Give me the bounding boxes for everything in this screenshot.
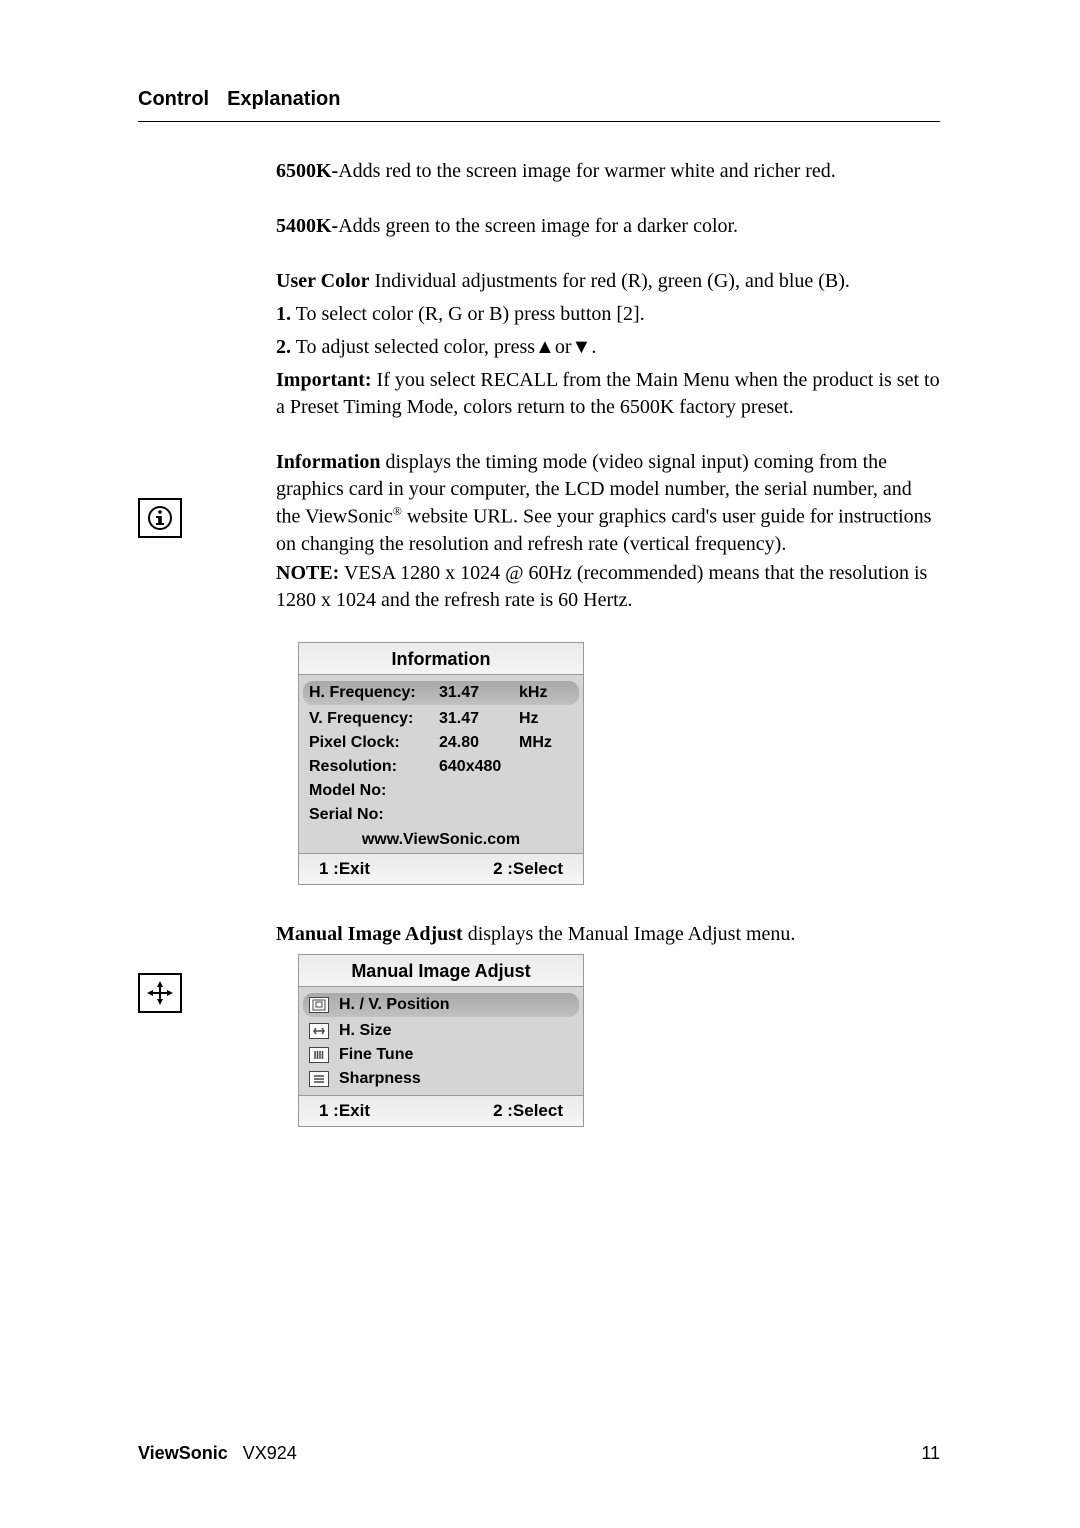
6500k-label: 6500K- xyxy=(276,160,338,182)
reg-mark: ® xyxy=(393,504,402,518)
6500k-para: 6500K-Adds red to the screen image for w… xyxy=(276,158,940,185)
info-label: Serial No: xyxy=(309,806,439,824)
manual-label: Manual Image Adjust xyxy=(276,923,463,945)
info-footer-exit: 1 :Exit xyxy=(319,859,441,879)
info-icon xyxy=(138,498,182,538)
info-osd-footer: 1 :Exit 2 :Select xyxy=(298,854,584,885)
info-row-model: Model No: xyxy=(309,779,573,803)
manual-para: Manual Image Adjust displays the Manual … xyxy=(276,921,940,948)
info-url: www.ViewSonic.com xyxy=(309,827,573,849)
usercolor-line: User Color Individual adjustments for re… xyxy=(276,268,940,295)
info-row-serial: Serial No: xyxy=(309,803,573,827)
manual-row-hvpos: H. / V. Position xyxy=(303,993,579,1017)
step1-num: 1. xyxy=(276,303,291,325)
info-label: H. Frequency: xyxy=(309,684,439,702)
manual-row-hsize: H. Size xyxy=(309,1019,573,1043)
manual-item-label: Fine Tune xyxy=(339,1046,413,1064)
header-divider xyxy=(138,121,940,122)
page-footer: ViewSonic VX924 11 xyxy=(138,1443,940,1464)
note-label: NOTE: xyxy=(276,562,339,584)
step2b: or xyxy=(555,336,572,358)
info-label: V. Frequency: xyxy=(309,710,439,728)
information-note: NOTE: VESA 1280 x 1024 @ 60Hz (recommend… xyxy=(276,560,940,614)
note-text: VESA 1280 x 1024 @ 60Hz (recommended) me… xyxy=(276,562,927,611)
step1-text: To select color (R, G or B) press button… xyxy=(291,303,645,325)
manual-osd-footer: 1 :Exit 2 :Select xyxy=(298,1096,584,1127)
information-icon-box xyxy=(138,498,182,538)
manual-osd-body: H. / V. Position H. Size Fine Tune Sharp… xyxy=(298,987,584,1096)
footer-left: ViewSonic VX924 xyxy=(138,1443,297,1464)
manual-row-finetune: Fine Tune xyxy=(309,1043,573,1067)
usercolor-text: Individual adjustments for red (R), gree… xyxy=(370,270,850,292)
manual-icon-box xyxy=(138,973,182,1013)
info-row-hfreq: H. Frequency: 31.47 kHz xyxy=(303,681,579,705)
5400k-label: 5400K- xyxy=(276,215,338,237)
manual-item-label: H. / V. Position xyxy=(339,996,450,1014)
info-val: 31.47 xyxy=(439,710,519,728)
important-para: Important: If you select RECALL from the… xyxy=(276,367,940,421)
info-label: Resolution: xyxy=(309,758,439,776)
manual-item-label: Sharpness xyxy=(339,1070,421,1088)
important-text: If you select RECALL from the Main Menu … xyxy=(276,369,940,418)
info-label: Model No: xyxy=(309,782,439,800)
manual-row-sharpness: Sharpness xyxy=(309,1067,573,1091)
step2a: To adjust selected color, press xyxy=(291,336,535,358)
down-icon: ▼ xyxy=(572,336,592,358)
hsize-icon xyxy=(309,1023,329,1039)
manual-adjust-icon xyxy=(138,973,182,1013)
col-explanation: Explanation xyxy=(227,88,340,111)
info-unit: kHz xyxy=(519,684,559,702)
information-para: Information displays the timing mode (vi… xyxy=(276,449,940,558)
6500k-text: Adds red to the screen image for warmer … xyxy=(338,160,836,182)
info-unit: Hz xyxy=(519,710,559,728)
manual-text: displays the Manual Image Adjust menu. xyxy=(463,923,796,945)
info-row-pixelclock: Pixel Clock: 24.80 MHz xyxy=(309,731,573,755)
info-val: 24.80 xyxy=(439,734,519,752)
usercolor-step2: 2. To adjust selected color, press▲or▼. xyxy=(276,334,940,361)
manual-item-label: H. Size xyxy=(339,1022,391,1040)
info-val: 31.47 xyxy=(439,684,519,702)
5400k-text: Adds green to the screen image for a dar… xyxy=(338,215,738,237)
footer-page: 11 xyxy=(921,1443,940,1464)
information-osd-panel: Information H. Frequency: 31.47 kHz V. F… xyxy=(298,642,584,885)
manual-osd-panel: Manual Image Adjust H. / V. Position H. … xyxy=(298,954,584,1127)
sharpness-icon xyxy=(309,1071,329,1087)
manual-footer-select: 2 :Select xyxy=(441,1101,563,1121)
manual-osd-title: Manual Image Adjust xyxy=(298,954,584,987)
info-label: Pixel Clock: xyxy=(309,734,439,752)
info-osd-body: H. Frequency: 31.47 kHz V. Frequency: 31… xyxy=(298,675,584,854)
hvpos-icon xyxy=(309,997,329,1013)
usercolor-step1: 1. To select color (R, G or B) press but… xyxy=(276,301,940,328)
info-row-resolution: Resolution: 640x480 xyxy=(309,755,573,779)
5400k-para: 5400K-Adds green to the screen image for… xyxy=(276,213,940,240)
info-unit: MHz xyxy=(519,734,559,752)
footer-brand: ViewSonic xyxy=(138,1443,228,1463)
step2c: . xyxy=(591,336,596,358)
col-control: Control xyxy=(138,88,209,111)
info-val: 640x480 xyxy=(439,758,519,776)
manual-footer-exit: 1 :Exit xyxy=(319,1101,441,1121)
info-row-vfreq: V. Frequency: 31.47 Hz xyxy=(309,707,573,731)
footer-model: VX924 xyxy=(243,1443,297,1463)
info-osd-title: Information xyxy=(298,642,584,675)
finetune-icon xyxy=(309,1047,329,1063)
information-label: Information xyxy=(276,451,380,473)
step2-num: 2. xyxy=(276,336,291,358)
usercolor-label: User Color xyxy=(276,270,370,292)
important-label: Important: xyxy=(276,369,372,391)
column-headers: Control Explanation xyxy=(138,88,940,111)
up-icon: ▲ xyxy=(535,336,555,358)
info-footer-select: 2 :Select xyxy=(441,859,563,879)
